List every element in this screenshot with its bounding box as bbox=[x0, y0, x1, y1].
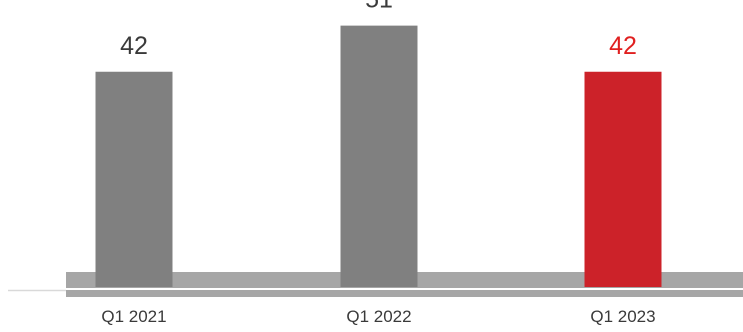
x-tick-label: Q1 2022 bbox=[346, 307, 411, 326]
tick-labels-group: Q1 2021 Q1 2022 Q1 2023 bbox=[101, 307, 655, 326]
x-tick-label: Q1 2021 bbox=[101, 307, 166, 326]
data-label: 51 bbox=[365, 0, 393, 14]
data-label: 42 bbox=[120, 32, 148, 60]
bar-q1-2021 bbox=[95, 71, 173, 287]
data-label: 42 bbox=[609, 32, 637, 60]
value-labels-group: 42 51 42 bbox=[120, 0, 637, 60]
bar-q1-2022 bbox=[340, 25, 418, 287]
x-axis-band-stripe bbox=[66, 288, 743, 290]
bars-group bbox=[95, 25, 662, 287]
x-tick-label: Q1 2023 bbox=[590, 307, 655, 326]
bar-q1-2023 bbox=[584, 71, 662, 287]
